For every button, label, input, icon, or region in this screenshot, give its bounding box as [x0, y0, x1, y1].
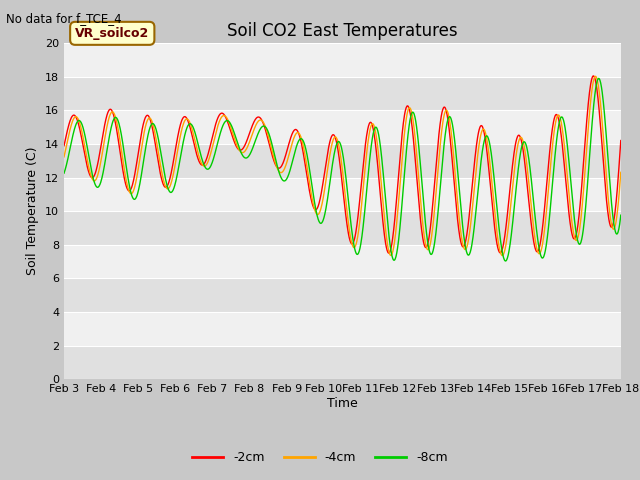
Bar: [64, 77, 621, 110]
Title: Soil CO2 East Temperatures: Soil CO2 East Temperatures: [227, 22, 458, 40]
Bar: [64, 144, 621, 178]
Bar: [64, 346, 621, 379]
Bar: [64, 211, 621, 245]
Y-axis label: Soil Temperature (C): Soil Temperature (C): [26, 147, 40, 276]
Bar: [64, 278, 621, 312]
Bar: [64, 245, 621, 278]
Bar: [64, 110, 621, 144]
Bar: [64, 43, 621, 77]
Bar: [64, 178, 621, 211]
Text: VR_soilco2: VR_soilco2: [75, 27, 149, 40]
X-axis label: Time: Time: [327, 397, 358, 410]
Bar: [64, 312, 621, 346]
Text: No data for f_TCE_4: No data for f_TCE_4: [6, 12, 122, 25]
Legend: -2cm, -4cm, -8cm: -2cm, -4cm, -8cm: [187, 446, 453, 469]
